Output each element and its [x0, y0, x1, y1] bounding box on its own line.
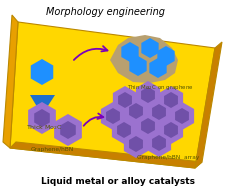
Polygon shape — [10, 22, 215, 168]
Polygon shape — [141, 38, 159, 58]
Polygon shape — [112, 116, 136, 144]
Polygon shape — [117, 122, 131, 138]
Text: Morphology engineering: Morphology engineering — [46, 7, 164, 17]
Polygon shape — [30, 95, 55, 115]
Polygon shape — [136, 112, 160, 140]
Polygon shape — [54, 114, 82, 146]
Polygon shape — [129, 103, 143, 119]
Polygon shape — [159, 86, 183, 114]
Polygon shape — [106, 108, 120, 124]
Polygon shape — [170, 102, 194, 130]
Text: Graphene/hBN: Graphene/hBN — [30, 147, 74, 153]
Polygon shape — [147, 129, 171, 157]
Polygon shape — [34, 109, 50, 127]
Polygon shape — [60, 121, 76, 139]
Text: Graphene/hBN  array: Graphene/hBN array — [137, 156, 199, 160]
Polygon shape — [149, 58, 167, 78]
Polygon shape — [141, 118, 155, 134]
Polygon shape — [195, 42, 222, 168]
Polygon shape — [147, 98, 171, 126]
Polygon shape — [124, 130, 148, 158]
Text: Liquid metal or alloy catalysts: Liquid metal or alloy catalysts — [41, 177, 195, 187]
Polygon shape — [157, 46, 175, 66]
Polygon shape — [101, 102, 125, 130]
Polygon shape — [31, 59, 53, 85]
Polygon shape — [10, 142, 202, 168]
Polygon shape — [129, 136, 143, 152]
Polygon shape — [159, 116, 183, 144]
Polygon shape — [136, 81, 160, 109]
Polygon shape — [152, 104, 166, 120]
Polygon shape — [164, 122, 178, 138]
Polygon shape — [164, 92, 178, 108]
Polygon shape — [129, 56, 147, 76]
Polygon shape — [141, 87, 155, 103]
Polygon shape — [3, 15, 18, 148]
Polygon shape — [110, 35, 178, 83]
Polygon shape — [118, 92, 132, 108]
Polygon shape — [28, 102, 56, 134]
Polygon shape — [113, 86, 137, 114]
Text: Thin Mo$_2$C on graphene: Thin Mo$_2$C on graphene — [127, 84, 193, 92]
Polygon shape — [121, 42, 139, 62]
Text: Thick Mo$_2$C: Thick Mo$_2$C — [26, 124, 62, 132]
Polygon shape — [175, 108, 189, 124]
Polygon shape — [152, 135, 166, 151]
Polygon shape — [124, 97, 148, 125]
